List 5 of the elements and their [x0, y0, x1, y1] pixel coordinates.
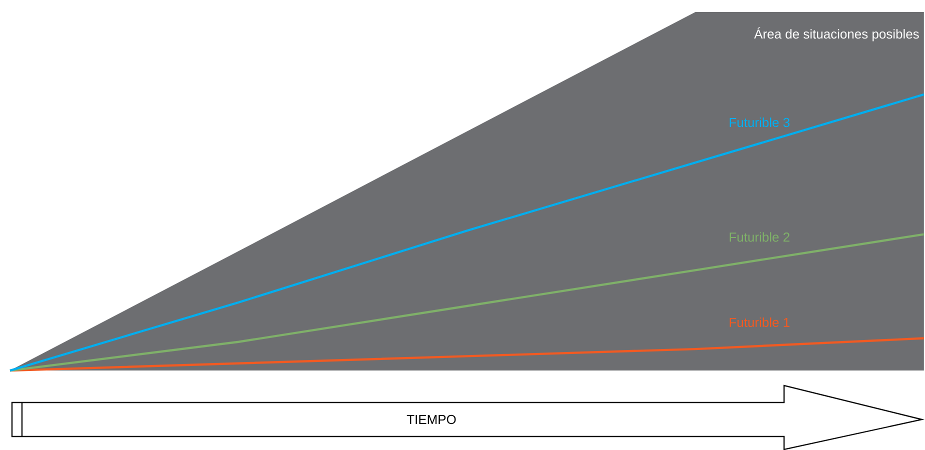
series-label: Futurible 2 — [730, 232, 790, 242]
series-label: Futurible 3 — [730, 117, 790, 127]
x-axis-title: TIEMPO — [406, 414, 456, 424]
series-label: Área de situaciones posibles — [754, 27, 919, 41]
series-label: Futurible 1 — [730, 317, 790, 327]
